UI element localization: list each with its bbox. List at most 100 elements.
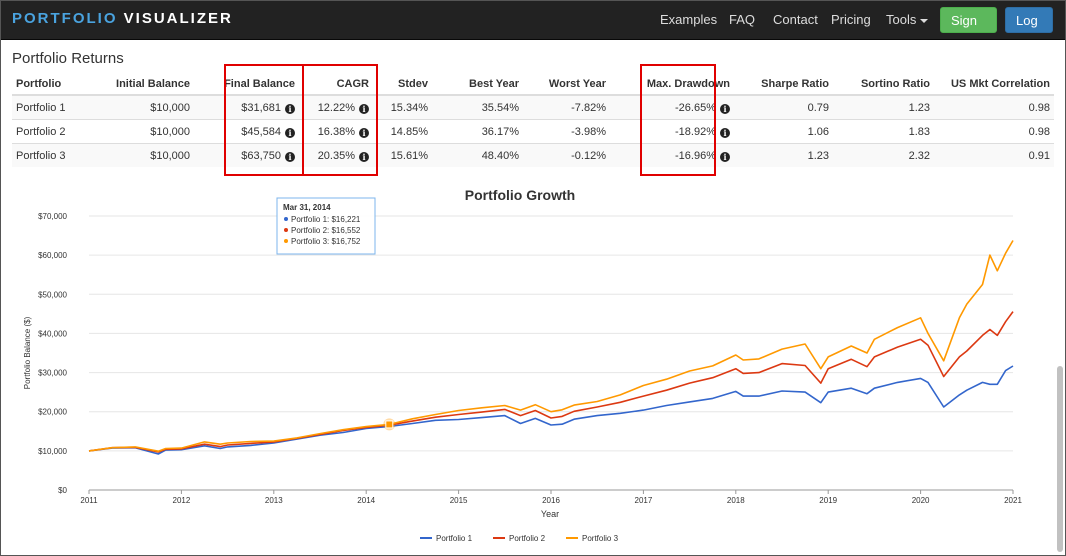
cell-value: 16.38% [317,125,355,138]
cell: 48.40% [432,143,523,167]
cell-value: -18.92% [675,125,716,138]
nav-pricing[interactable]: Pricing [831,12,871,27]
x-tick-label: 2019 [819,496,837,505]
x-tick-label: 2011 [80,496,98,505]
cell: 35.54% [432,94,523,120]
cell-value: 12.22% [317,101,355,114]
tooltip-line: Portfolio 3: $16,752 [291,237,361,246]
x-tick-label: 2015 [450,496,468,505]
nav-faq[interactable]: FAQ [729,12,756,27]
x-tick-label: 2020 [912,496,930,505]
x-tick-label: 2021 [1004,496,1022,505]
info-icon[interactable]: i [285,103,295,114]
series-line-portfolio-2 [88,311,1014,453]
cell: 1.23 [734,143,833,167]
cell: 0.91 [934,143,1054,167]
y-tick-label: $20,000 [38,408,67,417]
table-row: Portfolio 3 $10,000 $63,750 i 20.35% i 15.… [12,143,1054,167]
info-icon[interactable]: i [285,127,295,138]
info-icon[interactable]: i [720,151,730,162]
info-icon[interactable]: i [359,127,369,138]
legend-item: Portfolio 2 [509,534,546,543]
cell-with-info: 16.38% i [299,119,373,144]
cell-with-info: 20.35% i [299,143,373,167]
chart-title: Portfolio Growth [465,187,575,203]
cell: 0.98 [934,119,1054,144]
nav-tools-dropdown[interactable]: Tools [886,12,929,27]
cell-with-info: $31,681 i [194,94,299,120]
tooltip-bullet [284,217,288,221]
cell: $10,000 [90,119,194,144]
col-header: Initial Balance [90,74,194,96]
y-tick-label: $40,000 [38,329,67,338]
y-tick-label: $30,000 [38,369,67,378]
info-icon[interactable]: i [720,127,730,138]
x-tick-label: 2012 [173,496,191,505]
cell: 14.85% [373,119,432,144]
legend-item: Portfolio 3 [582,534,619,543]
chart-tooltip: Mar 31, 2014 Portfolio 1: $16,221 Portfoli… [276,197,376,255]
cell: $10,000 [90,94,194,120]
info-icon[interactable]: i [720,103,730,114]
tooltip-bullet [284,228,288,232]
cell: Portfolio 1 [12,94,90,120]
col-header: CAGR [299,74,373,96]
cell: 2.32 [833,143,934,167]
cell-with-info: 12.22% i [299,94,373,120]
cell: 15.34% [373,94,432,120]
cell-with-info: -16.96% i [610,143,734,167]
brand-part2: VISUALIZER [123,10,233,27]
col-header: Sharpe Ratio [734,74,833,96]
tooltip-bullet [284,239,288,243]
login-button[interactable]: Log In [1005,7,1053,54]
col-header: Final Balance [194,74,299,96]
brand-part1: PORTFOLIO [12,10,118,27]
nav-contact[interactable]: Contact [773,12,818,27]
cell: 15.61% [373,143,432,167]
x-tick-label: 2018 [727,496,745,505]
cell: -0.12% [523,143,610,167]
cell-value: $63,750 [241,149,281,162]
nav-tools-label: Tools [886,12,917,27]
y-tick-label: $10,000 [38,447,67,456]
y-tick-label: $60,000 [38,251,67,260]
y-tick-label: $70,000 [38,212,67,221]
cell: 0.79 [734,94,833,120]
section-title-portfolio-returns: Portfolio Returns [12,50,124,67]
page-scrollbar[interactable] [1057,366,1063,552]
cell: 1.23 [833,94,934,120]
hover-marker [385,420,394,429]
table-row: Portfolio 2 $10,000 $45,584 i 16.38% i 14.… [12,119,1054,144]
col-header: Best Year [432,74,523,96]
cell: 0.98 [934,94,1054,120]
series-line-portfolio-1 [88,365,1014,455]
cell: -7.82% [523,94,610,120]
caret-down-icon [920,18,929,23]
col-header: Portfolio [12,74,90,96]
x-tick-label: 2014 [357,496,375,505]
signup-button[interactable]: Sign Up [940,7,997,54]
cell: 36.17% [432,119,523,144]
col-header: US Mkt Correlation [934,74,1054,96]
cell: Portfolio 3 [12,143,90,167]
portfolio-growth-chart: Portfolio Growth $0 $10,000 $20,000 $30,000 $… [23,187,1022,543]
legend-item: Portfolio 1 [436,534,473,543]
cell: Portfolio 2 [12,119,90,144]
col-header: Stdev [373,74,432,96]
navbar: PORTFOLIO VISUALIZER Examples FAQ Contac… [0,0,1066,54]
info-icon[interactable]: i [359,151,369,162]
brand-logo[interactable]: PORTFOLIO VISUALIZER [12,10,233,27]
info-icon[interactable]: i [359,103,369,114]
tooltip-line: Portfolio 1: $16,221 [291,215,361,224]
cell: $10,000 [90,143,194,167]
cell-value: -16.96% [675,149,716,162]
cell-value: $31,681 [241,101,281,114]
info-icon[interactable]: i [285,151,295,162]
table-header-row: Portfolio Initial Balance Final Balance … [12,74,1054,96]
cell-value: -26.65% [675,101,716,114]
nav-examples[interactable]: Examples [660,12,718,27]
x-tick-label: 2017 [635,496,653,505]
tooltip-date: Mar 31, 2014 [283,203,331,212]
series-line-portfolio-3 [88,240,1014,453]
tooltip-line: Portfolio 2: $16,552 [291,226,361,235]
